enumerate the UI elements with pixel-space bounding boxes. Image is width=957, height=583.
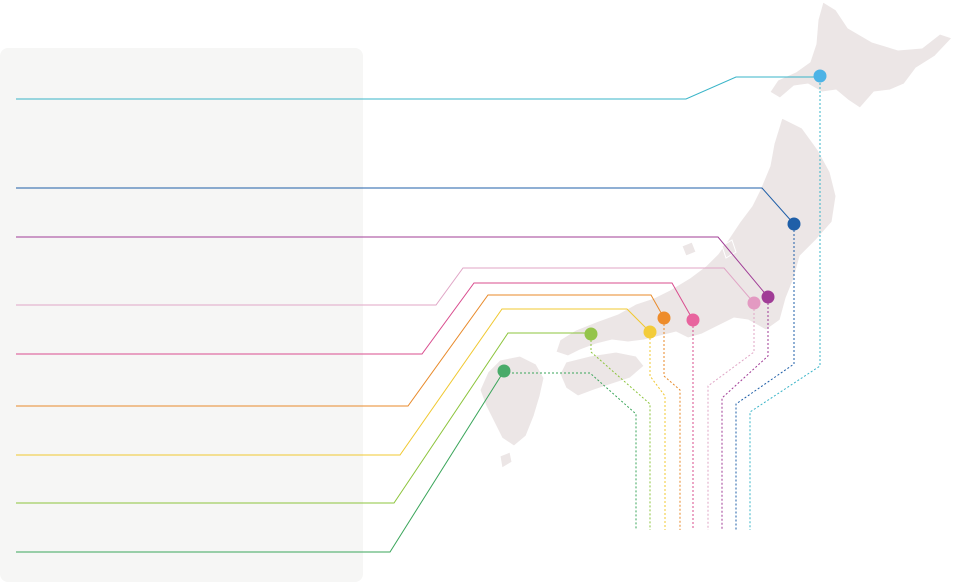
location-pin <box>657 311 671 325</box>
location-pin <box>787 217 801 231</box>
japan-map <box>479 1 953 469</box>
leader-line <box>16 308 651 456</box>
dotted-line <box>749 79 821 530</box>
leader-line <box>16 76 820 100</box>
location-pin <box>643 325 657 339</box>
leader-line <box>16 370 505 553</box>
southern-islands <box>499 451 513 469</box>
shikoku <box>559 351 645 397</box>
dotted-line <box>504 372 637 530</box>
dotted-line <box>649 334 666 530</box>
leader-line <box>16 294 665 407</box>
location-pin <box>584 327 598 341</box>
oki-islands <box>681 241 697 257</box>
dotted-line <box>590 336 651 530</box>
location-pin <box>497 364 511 378</box>
dotted-drops <box>504 79 821 530</box>
dotted-line <box>663 320 681 530</box>
leader-line <box>16 267 755 306</box>
leader-lines <box>16 76 820 553</box>
sado-island <box>721 239 737 259</box>
dotted-line <box>721 299 769 530</box>
leader-line <box>16 282 694 355</box>
pins <box>497 69 827 378</box>
leader-line <box>16 236 769 298</box>
dotted-line <box>735 226 795 530</box>
location-pin <box>686 313 700 327</box>
location-pin <box>813 69 827 83</box>
kyushu <box>479 355 545 447</box>
hokkaido <box>769 1 953 109</box>
leader-line <box>16 187 795 225</box>
dotted-line <box>707 305 755 530</box>
info-panel <box>0 48 363 582</box>
leader-line <box>16 332 591 504</box>
location-pin <box>761 290 775 304</box>
location-pin <box>747 296 761 310</box>
